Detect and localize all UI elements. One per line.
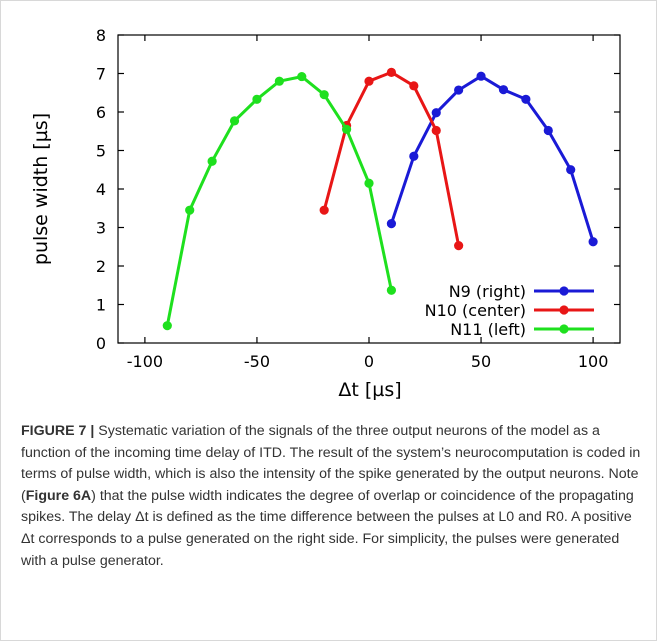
data-point [297, 71, 307, 82]
data-point [476, 71, 486, 81]
data-point [274, 76, 284, 86]
legend-label: N10 (center) [425, 301, 526, 320]
y-tick-label: 1 [96, 296, 106, 315]
data-point [364, 178, 374, 188]
y-axis-label: pulse width [µs] [30, 113, 52, 265]
data-point [431, 125, 441, 136]
series-n9 [386, 71, 598, 247]
data-point [588, 237, 598, 247]
data-point [409, 151, 419, 161]
line-chart: -100 -50 0 50 100 0 1 2 3 4 5 6 7 8 N9 (right)N10 (ce… [30, 26, 621, 401]
data-point [521, 94, 531, 104]
data-point [498, 85, 509, 95]
data-point [543, 125, 553, 136]
x-tick-label: -100 [127, 352, 163, 371]
data-point [566, 165, 576, 175]
data-point [185, 205, 195, 215]
y-tick-label: 5 [96, 142, 106, 161]
y-tick-label: 2 [96, 257, 106, 276]
figure-caption: FIGURE 7 | Systematic variation of the s… [21, 421, 645, 572]
data-point [409, 81, 419, 91]
x-tick-label: 100 [578, 352, 609, 371]
y-tick-label: 7 [96, 65, 106, 84]
data-point [229, 116, 240, 126]
data-point [454, 85, 464, 95]
x-tick-label: 0 [364, 352, 374, 371]
series-line [389, 74, 595, 243]
data-point [341, 124, 352, 134]
data-point [319, 205, 329, 215]
series-layer [162, 67, 598, 331]
x-axis-label: Δt [µs] [338, 379, 401, 401]
x-tick-label: -50 [244, 352, 270, 371]
y-tick-label: 6 [96, 103, 106, 122]
data-point [431, 108, 441, 118]
figure-label: FIGURE 7 | [21, 423, 95, 439]
data-point [386, 219, 397, 229]
legend-marker [559, 305, 569, 315]
chart-legend: N9 (right)N10 (center)N11 (left) [425, 282, 594, 339]
legend-marker [559, 286, 569, 296]
y-tick-label: 3 [96, 219, 106, 238]
data-point [364, 76, 374, 86]
series-n11 [162, 71, 397, 331]
caption-text-part-2: ) that the pulse width indicates the deg… [21, 487, 634, 569]
data-point [207, 156, 217, 166]
data-point [319, 90, 329, 100]
x-tick-label: 50 [471, 352, 491, 371]
y-tick-label: 4 [96, 180, 106, 199]
data-point [162, 321, 172, 331]
series-line [165, 75, 393, 326]
legend-label: N9 (right) [449, 282, 526, 301]
chart-axes: -100 -50 0 50 100 0 1 2 3 4 5 6 7 8 [96, 26, 621, 371]
data-point [454, 240, 464, 251]
data-point [386, 285, 397, 295]
y-tick-label: 0 [96, 334, 106, 353]
legend-marker [559, 324, 569, 334]
data-point [252, 94, 262, 104]
figure-reference-link[interactable]: Figure 6A [25, 487, 92, 504]
caption-text-part-1: Systematic variation of the signals of t… [21, 423, 641, 504]
y-tick-label: 8 [96, 26, 106, 45]
data-point [386, 67, 397, 77]
legend-label: N11 (left) [450, 320, 526, 339]
